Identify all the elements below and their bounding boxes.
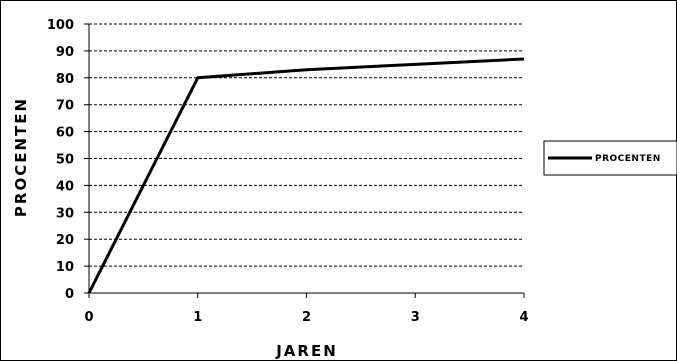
y-tick-label: 100 — [47, 18, 74, 33]
x-tick-label: 1 — [193, 310, 202, 325]
grid-lines — [89, 23, 524, 267]
y-tick-label: 70 — [56, 99, 74, 114]
y-tick-label: 40 — [56, 179, 74, 194]
x-tick-label: 4 — [519, 310, 528, 325]
y-tick-label: 50 — [56, 153, 74, 168]
y-axis-title: PROCENTEN — [12, 97, 30, 217]
y-tick-label: 80 — [56, 72, 74, 87]
y-tick-label: 60 — [56, 126, 74, 141]
series-line-0 — [87, 57, 525, 294]
x-tick-label: 2 — [302, 310, 311, 325]
y-tick-labels: 0 10 20 30 40 50 60 70 80 90 100 — [47, 18, 74, 302]
x-tick-label: 3 — [411, 310, 420, 325]
x-axis-title: JAREN — [275, 342, 338, 360]
axes — [84, 23, 525, 298]
y-tick-label: 0 — [65, 287, 74, 302]
x-tick-labels: 0 1 2 3 4 — [84, 310, 528, 325]
y-tick-label: 20 — [56, 233, 74, 248]
x-tick-label: 0 — [84, 310, 93, 325]
y-tick-label: 30 — [56, 206, 74, 221]
y-tick-label: 90 — [56, 45, 74, 60]
legend: PROCENTEN — [543, 140, 677, 176]
y-tick-label: 10 — [56, 260, 74, 275]
series-lines — [87, 57, 525, 294]
legend-label: PROCENTEN — [595, 154, 661, 164]
